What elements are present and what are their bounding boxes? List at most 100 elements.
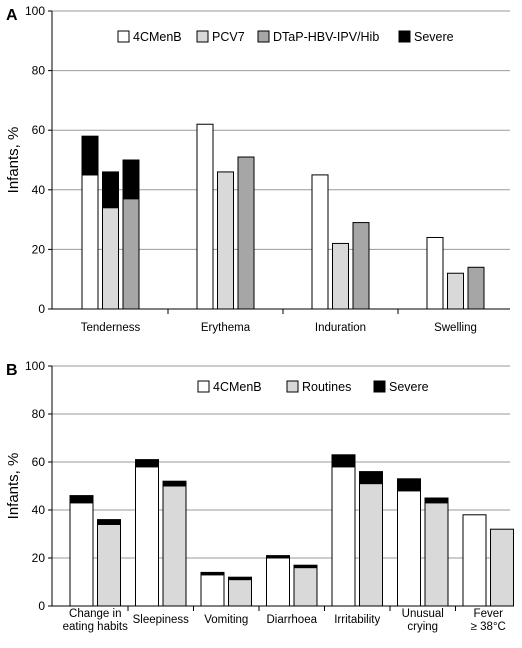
bar-severe-segment [424, 497, 449, 504]
bar-severe-segment [359, 471, 383, 485]
bar-severe-segment [69, 495, 94, 504]
bar-4cmenb [196, 123, 214, 310]
category-label: Erythema [201, 322, 251, 334]
category-label-line: Induration [315, 322, 366, 334]
bar-dtap-hbv-ipv-hib [352, 222, 370, 310]
bar-severe-segment [228, 576, 252, 581]
bar-4cmenb [81, 174, 99, 310]
y-tick-label: 40 [32, 503, 46, 517]
y-tick-label: 0 [38, 599, 45, 613]
y-tick-label: 60 [32, 455, 46, 469]
bar-severe-segment [397, 478, 421, 492]
bar-dtap-hbv-ipv-hib [467, 266, 485, 310]
bar-4cmenb [331, 466, 356, 607]
category-label-line: Tenderness [81, 322, 141, 334]
bar-severe-segment [122, 159, 140, 200]
panel-A: A 0 20 40 60 80 100 Infants, % Tenderness Erythem… [5, 4, 510, 334]
bar-4cmenb [135, 466, 159, 607]
bar-routines [228, 579, 252, 607]
bar-pcv7 [332, 242, 349, 310]
bar-dtap-hbv-ipv-hib [122, 198, 140, 310]
bar-routines [424, 502, 449, 607]
category-label: Tenderness [81, 322, 141, 334]
y-tick-label: 80 [32, 64, 46, 78]
bar-dtap-hbv-ipv-hib [237, 156, 255, 310]
legend-label: Routines [302, 380, 351, 394]
category-label-line: Vomiting [204, 614, 248, 626]
category-label: Sleepiness [133, 614, 190, 626]
bar-4cmenb [311, 174, 329, 310]
category-label-line: eating habits [63, 621, 128, 633]
y-tick-label: 80 [32, 407, 46, 421]
category-label: Swelling [434, 322, 477, 334]
bar-severe-segment [81, 135, 99, 176]
bar-4cmenb [69, 502, 94, 607]
legend-label: 4CMenB [213, 380, 262, 394]
y-tick-label: 100 [25, 4, 45, 18]
category-label-line: ≥ 38°C [471, 621, 506, 633]
category-label-line: Irritability [334, 614, 380, 626]
panel-letter: B [6, 362, 18, 379]
category-label: Change in eating habits [63, 608, 128, 633]
legend-swatch [398, 30, 411, 43]
bar-4cmenb [200, 574, 225, 607]
legend-label: 4CMenB [133, 30, 182, 44]
legend-swatch [117, 30, 130, 43]
bar-routines [162, 485, 187, 607]
bar-routines [359, 483, 383, 607]
bar-routines [293, 567, 318, 607]
y-tick-label: 40 [32, 183, 46, 197]
category-label-line: Erythema [201, 322, 251, 334]
bar-4cmenb [266, 557, 290, 607]
bar-4cmenb [462, 514, 487, 607]
category-label: Induration [315, 322, 366, 334]
legend-swatch [257, 30, 270, 43]
category-label: Diarrhoea [267, 614, 318, 626]
category-label-line: Swelling [434, 322, 477, 334]
y-tick-label: 100 [25, 359, 45, 373]
category-label-line: Diarrhoea [267, 614, 318, 626]
category-label: Irritability [334, 614, 380, 626]
y-tick-label: 20 [32, 242, 46, 256]
legend-label: Severe [389, 380, 429, 394]
y-tick-label: 60 [32, 123, 46, 137]
category-label: Fever ≥ 38°C [471, 608, 506, 633]
bar-severe-segment [293, 564, 318, 569]
bar-pcv7 [102, 207, 119, 310]
bar-4cmenb [426, 236, 444, 310]
bar-pcv7 [217, 171, 234, 310]
bar-severe-segment [162, 480, 187, 487]
bar-routines [490, 528, 514, 607]
category-label-line: Unusual [402, 608, 444, 620]
bar-pcv7 [447, 272, 464, 310]
y-tick-label: 20 [32, 551, 46, 565]
category-label-line: Change in [69, 608, 121, 620]
category-label: Vomiting [204, 614, 248, 626]
legend-label: DTaP-HBV-IPV/Hib [273, 30, 379, 44]
bar-severe-segment [135, 459, 159, 468]
legend-swatch [197, 380, 210, 393]
panel-B: B 0 20 40 60 80 100 Infants, % Change in eating h… [5, 359, 514, 633]
category-label: Unusual crying [402, 608, 444, 633]
category-label-line: crying [407, 621, 438, 633]
y-axis-label: Infants, % [5, 127, 22, 194]
legend-label: PCV7 [212, 30, 245, 44]
bar-severe-segment [97, 519, 121, 525]
legend-swatch [196, 30, 209, 43]
bar-severe-segment [102, 171, 119, 209]
category-label-line: Sleepiness [133, 614, 190, 626]
legend-label: Severe [414, 30, 454, 44]
category-label-line: Fever [474, 608, 504, 620]
legend-swatch [286, 380, 299, 393]
bar-severe-segment [200, 571, 225, 576]
legend-swatch [373, 380, 386, 393]
y-axis-label: Infants, % [5, 453, 22, 520]
bar-severe-segment [331, 454, 356, 468]
bar-severe-segment [266, 555, 290, 559]
bar-routines [97, 523, 121, 607]
bar-4cmenb [397, 490, 421, 607]
panel-letter: A [6, 7, 18, 24]
y-tick-label: 0 [38, 302, 45, 316]
